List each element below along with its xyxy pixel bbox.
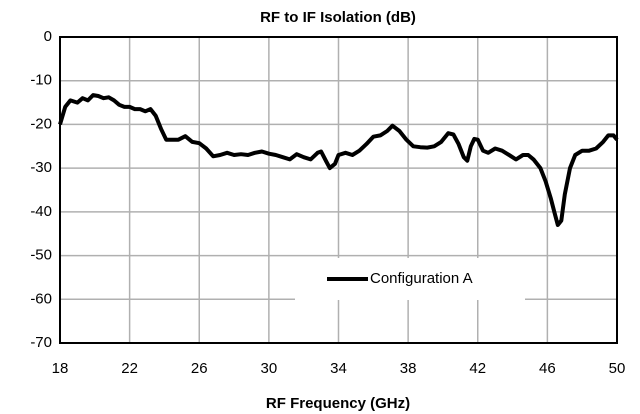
- y-tick-label: -30: [30, 159, 52, 176]
- y-tick-label: -10: [30, 72, 52, 89]
- x-tick-label: 42: [469, 360, 486, 377]
- x-tick-label: 34: [330, 360, 347, 377]
- y-tick-label: -20: [30, 115, 52, 132]
- x-tick-label: 46: [539, 360, 556, 377]
- plot-border: [59, 36, 618, 344]
- x-tick-label: 50: [609, 360, 626, 377]
- legend-label: Configuration A: [370, 270, 473, 287]
- y-tick-label: 0: [44, 28, 52, 45]
- x-axis-title: RF Frequency (GHz): [266, 395, 410, 412]
- y-tick-label: -50: [30, 247, 52, 264]
- y-tick-label: -70: [30, 334, 52, 351]
- y-tick-label: -60: [30, 290, 52, 307]
- x-tick-label: 38: [400, 360, 417, 377]
- x-tick-label: 22: [121, 360, 138, 377]
- data-line: [58, 93, 619, 227]
- x-tick-label: 30: [261, 360, 278, 377]
- chart-title: RF to IF Isolation (dB): [260, 9, 416, 26]
- x-tick-label: 18: [52, 360, 69, 377]
- x-tick-label: 26: [191, 360, 208, 377]
- y-tick-label: -40: [30, 203, 52, 220]
